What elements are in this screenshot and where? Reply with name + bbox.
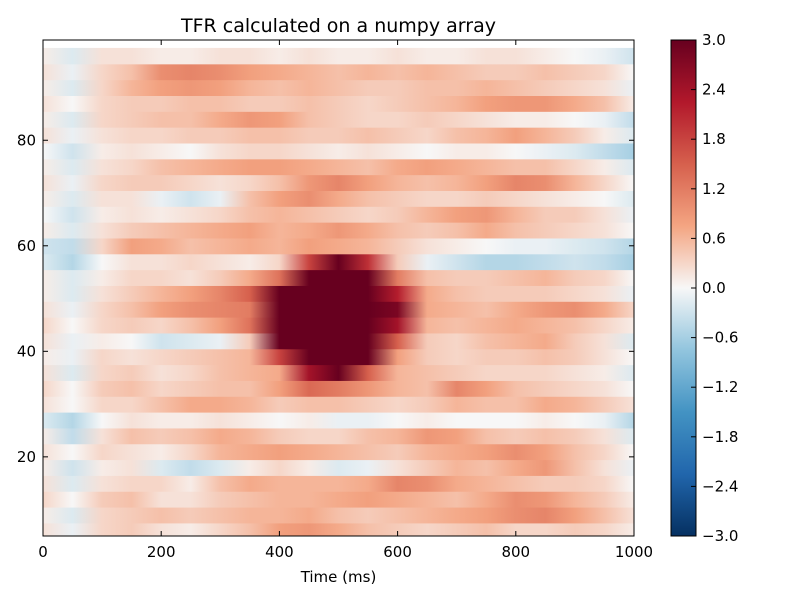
x-axis-label: Time (ms) — [300, 568, 377, 586]
chart-title: TFR calculated on a numpy array — [180, 15, 496, 37]
x-tick-label: 600 — [383, 543, 412, 561]
heatmap-row — [43, 253, 634, 271]
heatmap-row — [43, 206, 634, 223]
heatmap-row — [43, 190, 634, 207]
heatmap-row — [43, 142, 634, 160]
heatmap-row — [43, 332, 634, 350]
x-tick-label: 200 — [147, 543, 176, 561]
heatmap-row — [43, 412, 634, 429]
heatmap-row — [43, 380, 634, 397]
y-tick-label: 20 — [17, 448, 36, 466]
colorbar-tick-label: −1.2 — [702, 378, 738, 396]
colorbar-ticks: 3.0 2.4 1.8 1.2 0.6 0.0 −0.6 −1.2 −1.8 −2.4 −3.0 — [691, 31, 738, 545]
colorbar-tick-label: 0.6 — [702, 229, 726, 247]
colorbar-tick-label: −0.6 — [702, 329, 738, 347]
heatmap-row — [43, 364, 634, 381]
colorbar-tick-label: 0.0 — [702, 279, 726, 297]
heatmap-row — [43, 222, 634, 239]
y-tick-label: 60 — [17, 237, 36, 255]
heatmap-row — [43, 459, 634, 476]
heatmap-row — [43, 475, 634, 492]
colorbar-tick-label: 3.0 — [702, 31, 726, 49]
heatmap-row — [43, 506, 634, 524]
heatmap-row — [43, 79, 634, 97]
x-tick-label: 0 — [38, 543, 48, 561]
x-tick-label: 1000 — [615, 543, 653, 561]
heatmap-row — [43, 285, 634, 302]
heatmap-row — [43, 47, 634, 65]
colorbar-tick-label: −3.0 — [702, 527, 738, 545]
heatmap-row — [43, 111, 634, 128]
heatmap-plot-area — [43, 47, 634, 536]
heatmap-row — [43, 491, 634, 508]
heatmap-row — [43, 63, 634, 81]
y-tick-label: 80 — [17, 131, 36, 149]
heatmap-row — [43, 127, 634, 144]
heatmap-row — [43, 269, 634, 286]
heatmap-row — [43, 348, 634, 366]
colorbar-tick-label: −2.4 — [702, 477, 738, 495]
heatmap-row — [43, 522, 634, 536]
colorbar-tick-label: 1.2 — [702, 180, 726, 198]
heatmap-row — [43, 237, 634, 255]
heatmap-row — [43, 443, 634, 461]
colorbar-tick-label: 2.4 — [702, 81, 726, 99]
colorbar-tick-label: 1.8 — [702, 130, 726, 148]
heatmap-row — [43, 396, 634, 413]
heatmap-row — [43, 317, 634, 334]
colorbar-tick-label: −1.8 — [702, 428, 738, 446]
y-tick-label: 40 — [17, 342, 36, 360]
heatmap-row — [43, 95, 634, 112]
heatmap-row — [43, 174, 634, 191]
heatmap-row — [43, 301, 634, 318]
heatmap-row — [43, 427, 634, 445]
plot-frame — [42, 39, 635, 537]
x-tick-label: 400 — [265, 543, 294, 561]
x-tick-label: 800 — [501, 543, 530, 561]
heatmap-row — [43, 158, 634, 176]
